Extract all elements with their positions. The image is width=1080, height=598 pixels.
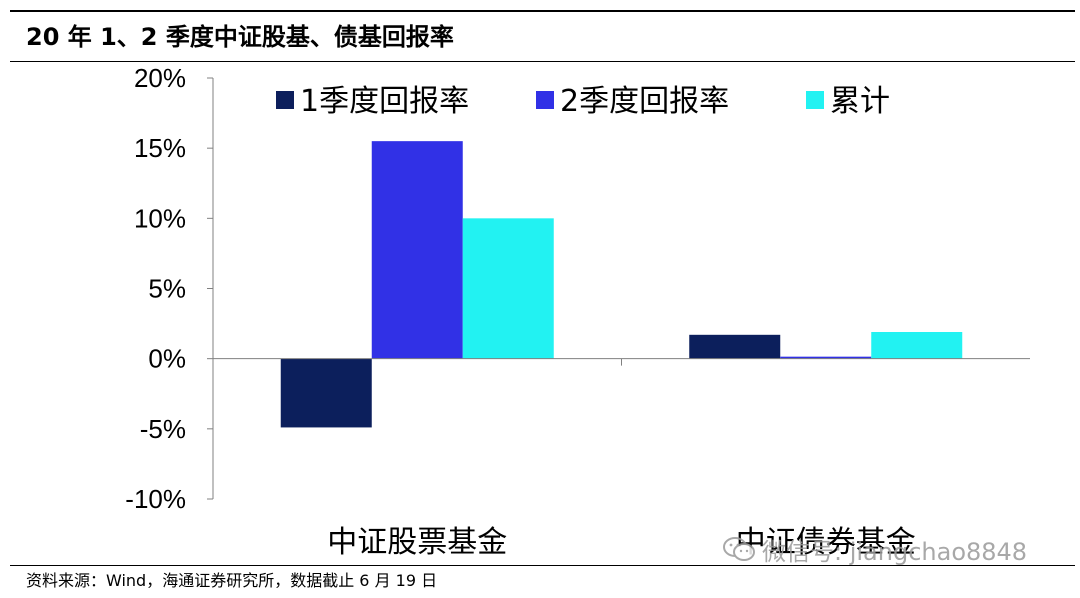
y-tick-label: -5% (140, 414, 186, 444)
y-tick-label: 5% (148, 274, 186, 304)
top-rule (10, 10, 1075, 12)
legend-label: 1季度回报率 (300, 84, 469, 119)
y-tick-label: 15% (134, 133, 186, 163)
category-label: 中证股票基金 (327, 525, 507, 560)
y-tick-label: 20% (134, 63, 186, 93)
y-tick-label: -10% (125, 484, 186, 514)
y-tick-label: 10% (134, 203, 186, 233)
legend-swatch (276, 91, 294, 109)
bar (462, 218, 554, 359)
legend-swatch (536, 91, 554, 109)
bar (780, 356, 872, 359)
y-axis: 20% 15% 10% 5% 0% -5% -10% (125, 63, 214, 514)
category-label: 中证债券基金 (736, 525, 916, 560)
bar (689, 334, 781, 359)
watermark: 微信号: jiangchao8848 (722, 532, 1027, 566)
title-rule (10, 61, 1075, 62)
chart-title: 20 年 1、2 季度中证股基、债基回报率 (26, 23, 454, 51)
source-note: 资料来源：Wind，海通证券研究所，数据截止 6 月 19 日 (26, 571, 438, 590)
legend-swatch (806, 91, 824, 109)
bar (871, 332, 963, 359)
bar (280, 358, 372, 428)
bottom-rule (10, 565, 1075, 566)
legend: 1季度回报率 2季度回报率 累计 (276, 84, 890, 119)
legend-label: 2季度回报率 (560, 84, 729, 119)
x-axis: 中证股票基金 中证债券基金 (213, 358, 1030, 560)
bars (280, 141, 963, 428)
watermark-text: 微信号: jiangchao8848 (762, 537, 1028, 566)
legend-label: 累计 (830, 84, 890, 119)
wechat-icon (723, 537, 755, 561)
bar (371, 141, 463, 359)
y-tick-label: 0% (148, 344, 186, 374)
